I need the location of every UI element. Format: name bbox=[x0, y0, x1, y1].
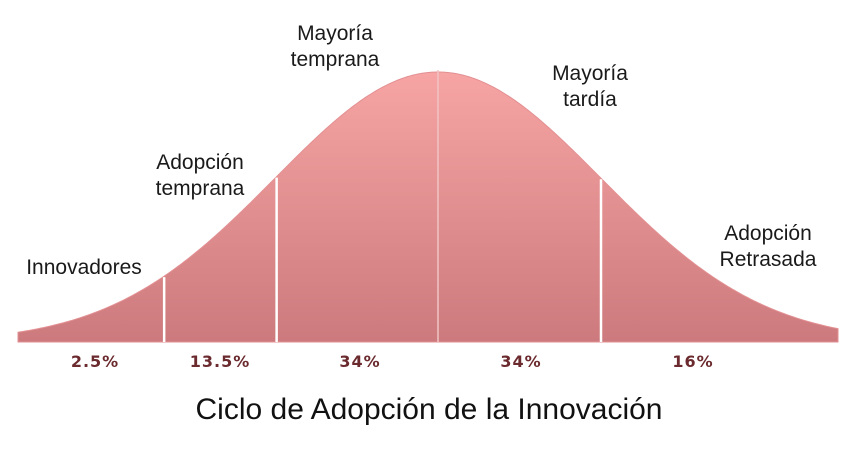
diagram-title: Ciclo de Adopción de la Innovación bbox=[195, 393, 663, 426]
segment-label-innovators: Innovadores bbox=[26, 256, 142, 279]
percent-label-early-majority: 34% bbox=[339, 352, 381, 371]
percent-label-early-adopters: 13.5% bbox=[189, 352, 251, 371]
segment-label-early-adopters: Adopción temprana bbox=[155, 151, 245, 200]
segment-label-early-majority: Mayoría temprana bbox=[290, 22, 380, 71]
percent-label-innovators: 2.5% bbox=[70, 352, 120, 371]
segment-label-laggards: Adopción Retrasada bbox=[719, 222, 817, 271]
percent-label-late-majority: 34% bbox=[500, 352, 542, 371]
segment-label-late-majority: Mayoría tardía bbox=[552, 62, 628, 111]
bell-curve-area bbox=[17, 71, 839, 343]
percent-label-laggards: 16% bbox=[672, 352, 714, 371]
